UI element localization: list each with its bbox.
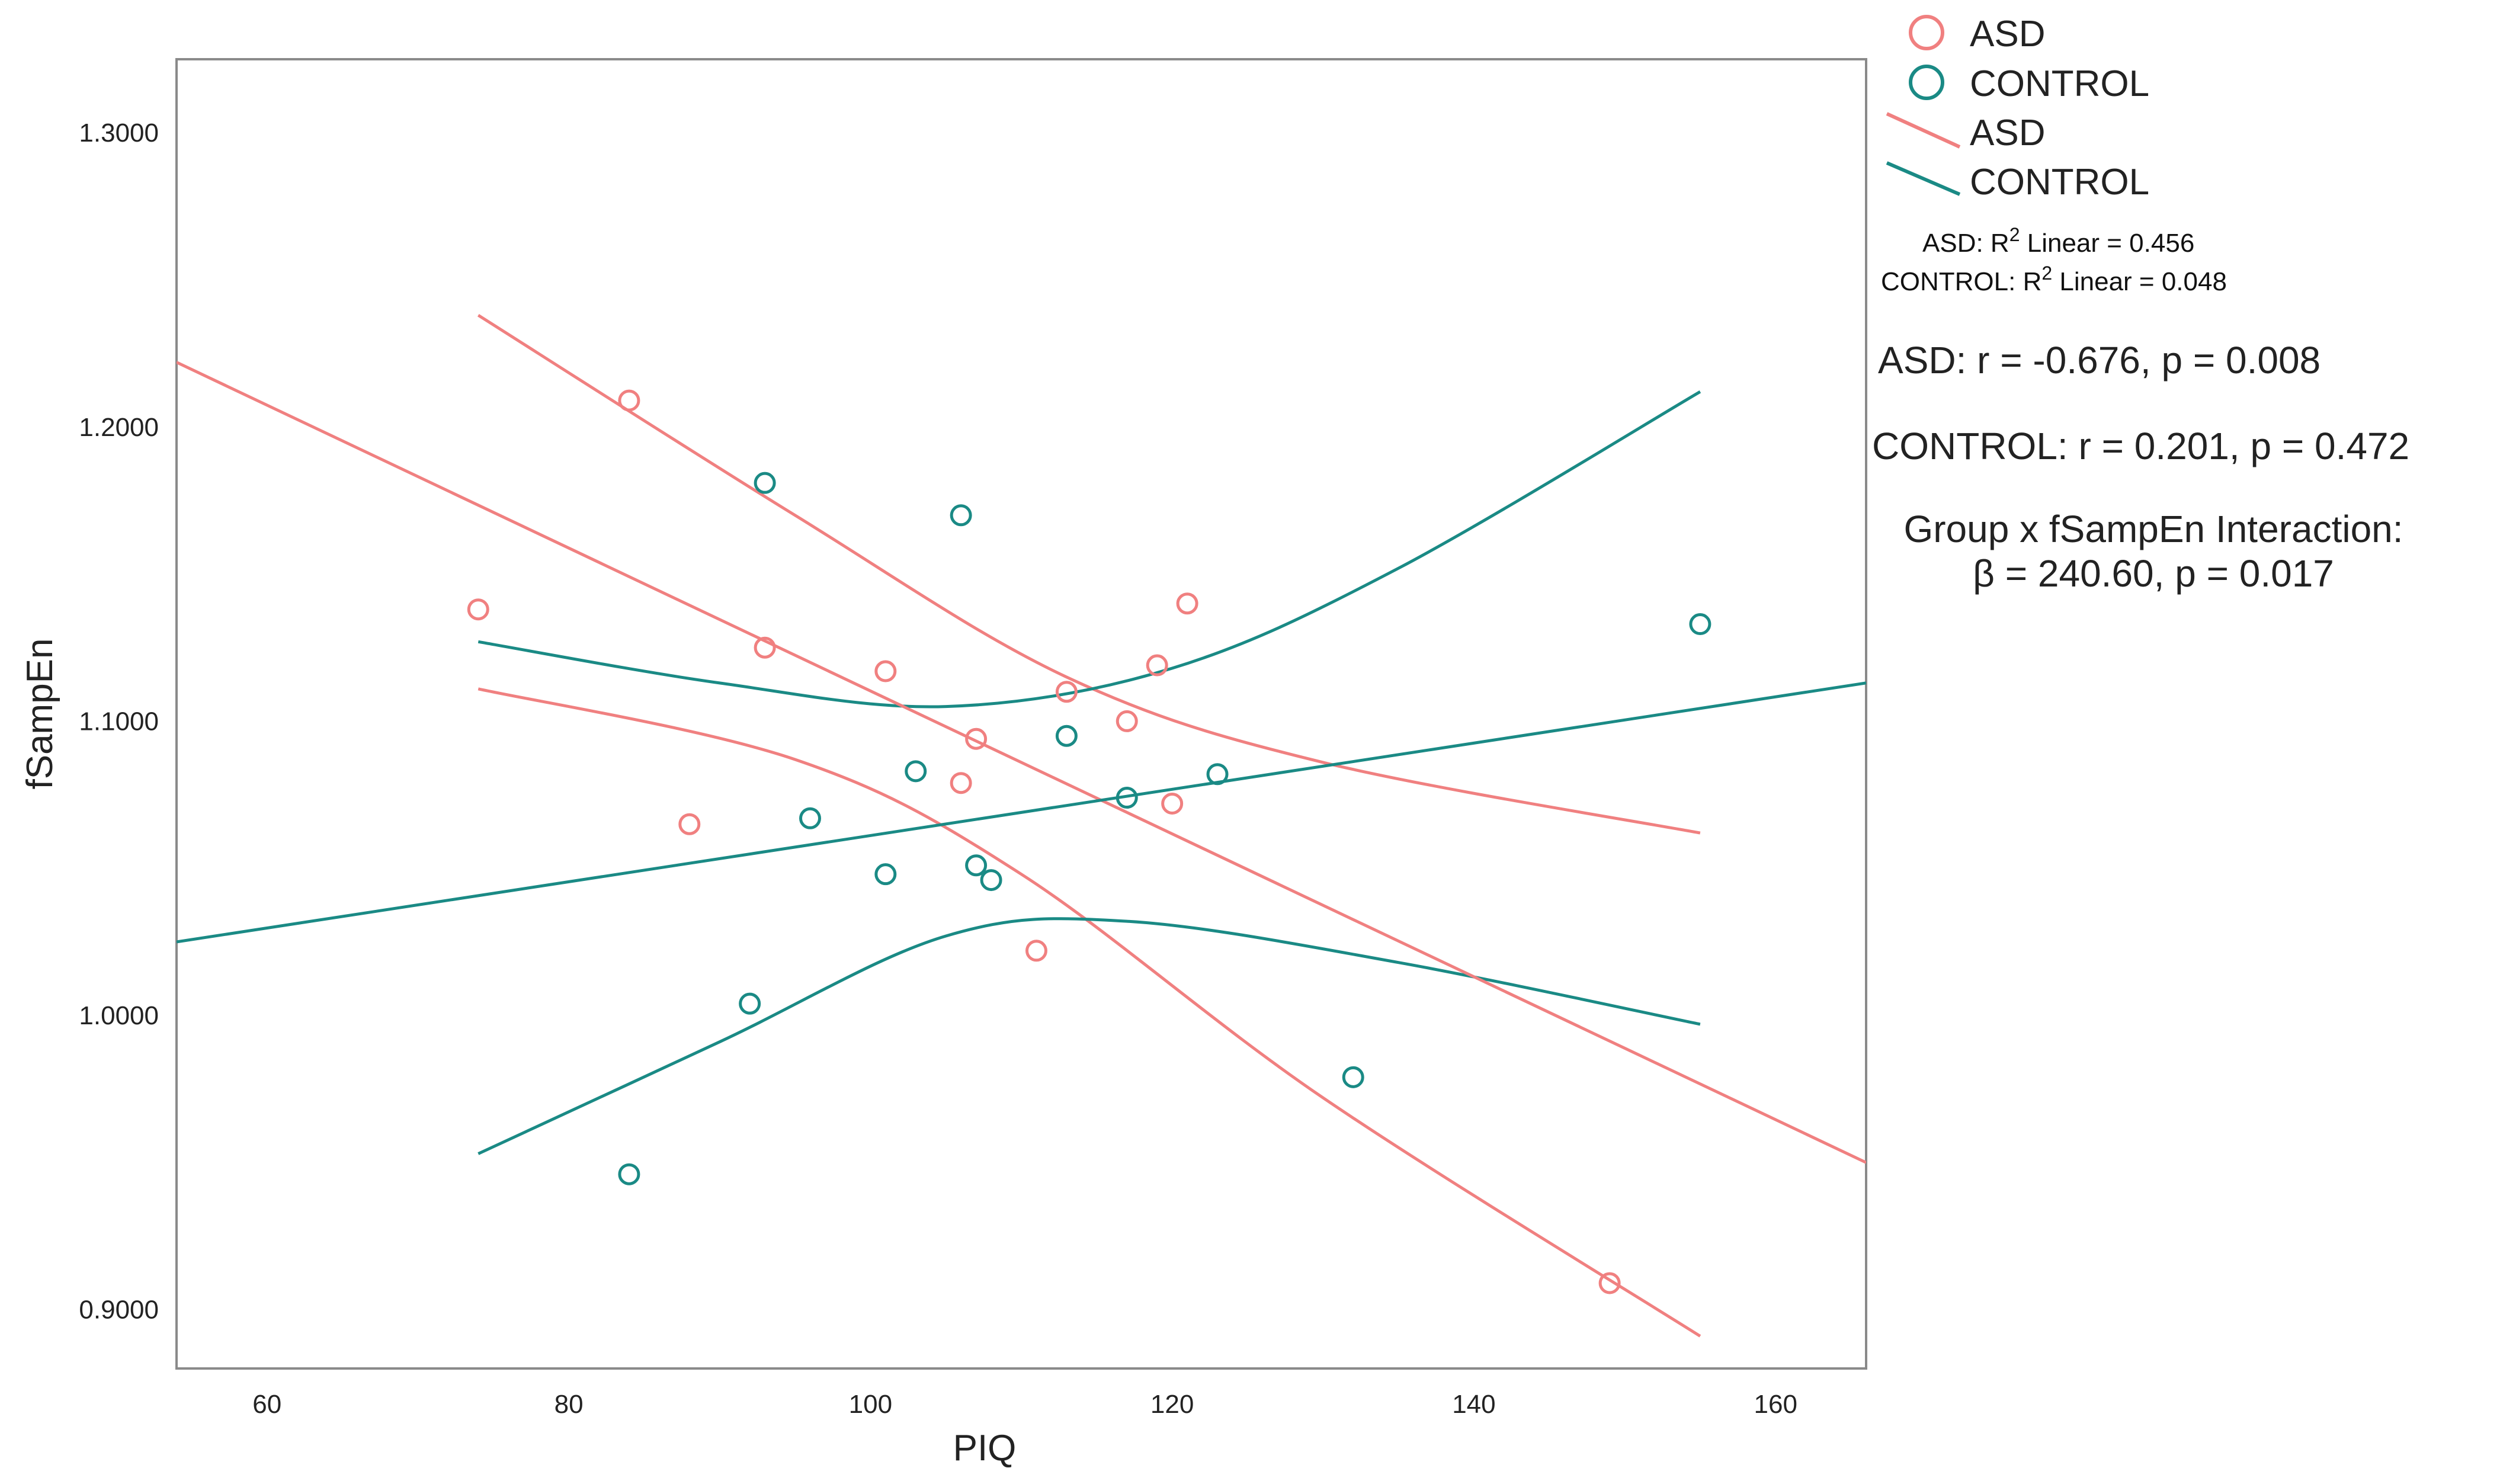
confidence-bands [477, 313, 1701, 1338]
asd-ci-upper [477, 313, 1701, 835]
interaction-beta: β = 240.60, p = 0.017 [1973, 552, 2334, 595]
asd-data-point [678, 813, 701, 835]
control-data-point [874, 863, 897, 886]
control-data-point [1116, 787, 1138, 809]
r2-control-prefix: CONTROL: R [1881, 267, 2041, 296]
asd-data-point [754, 636, 776, 659]
control-data-point [905, 760, 927, 783]
x-tick-label: 160 [1754, 1390, 1797, 1419]
control-ci-upper [477, 390, 1701, 709]
control-data-point [1055, 725, 1078, 747]
asd-data-point [1055, 681, 1078, 703]
y-tick-label: 1.1000 [79, 707, 159, 736]
control-data-point [1689, 613, 1711, 636]
r2-asd-value: Linear = 0.456 [2020, 229, 2195, 258]
r2-control-superscript: 2 [2041, 262, 2052, 284]
y-tick-label: 1.3000 [79, 118, 159, 148]
r2-asd-annotation: ASD: R2 Linear = 0.456 [1922, 224, 2194, 258]
asd-data-point [618, 389, 640, 412]
control-data-point [618, 1163, 640, 1185]
r2-control-value: Linear = 0.048 [2052, 267, 2227, 296]
y-tick-label: 1.0000 [79, 1001, 159, 1030]
control-data-point [950, 504, 972, 527]
control-data-point [1206, 763, 1229, 786]
asd-data-point [1146, 654, 1168, 677]
asd-data-point [874, 660, 897, 682]
x-axis-title: PIQ [953, 1428, 1017, 1469]
r2-asd-prefix: ASD: R [1922, 229, 2009, 258]
asd-fit-line [177, 361, 1866, 1164]
legend-marker-control-label: CONTROL [1970, 63, 2149, 104]
x-tick-label: 80 [555, 1390, 584, 1419]
control-data-point [754, 472, 776, 494]
control-fit-line [177, 681, 1866, 944]
control-data-point [1342, 1066, 1364, 1088]
x-tick-label: 100 [849, 1390, 892, 1419]
asd-data-point [1116, 710, 1138, 732]
x-axis-ticks: 60 80 100 120 140 160 [252, 1390, 1797, 1419]
legend: ASD CONTROL ASD CONTROL [1886, 14, 2149, 203]
legend-marker-asd [1909, 15, 1944, 50]
legend-line-asd [1886, 112, 1961, 149]
plot-area [175, 58, 1867, 1370]
asd-ci-lower [477, 687, 1701, 1338]
asd-data-point [950, 772, 972, 794]
x-tick-label: 60 [252, 1390, 281, 1419]
r2-control-annotation: CONTROL: R2 Linear = 0.048 [1881, 262, 2227, 296]
y-axis-title: fSampEn [20, 638, 60, 789]
y-axis-ticks: 0.9000 1.0000 1.1000 1.2000 1.3000 [79, 118, 159, 1325]
control-data-point [799, 807, 821, 829]
control-data-point [965, 854, 988, 877]
y-tick-label: 0.9000 [79, 1296, 159, 1325]
legend-line-control-label: CONTROL [1970, 162, 2149, 203]
data-points [467, 389, 1711, 1294]
legend-marker-asd-label: ASD [1970, 14, 2045, 55]
asd-data-point [1598, 1272, 1621, 1294]
control-ci-lower [477, 917, 1701, 1155]
asd-data-point [1176, 592, 1198, 615]
legend-line-asd-label: ASD [1970, 113, 2045, 153]
control-correlation-stat: CONTROL: r = 0.201, p = 0.472 [1872, 425, 2409, 467]
x-tick-label: 140 [1452, 1390, 1495, 1419]
legend-line-control [1886, 161, 1961, 196]
asd-data-point [965, 727, 988, 750]
asd-data-point [1025, 940, 1047, 962]
r2-asd-superscript: 2 [2009, 224, 2020, 245]
y-tick-label: 1.2000 [79, 413, 159, 442]
asd-data-point [1161, 792, 1184, 815]
x-tick-label: 120 [1150, 1390, 1194, 1419]
legend-marker-control [1909, 65, 1944, 100]
fit-lines [177, 361, 1866, 1164]
interaction-title: Group x fSampEn Interaction: [1903, 508, 2403, 550]
asd-correlation-stat: ASD: r = -0.676, p = 0.008 [1878, 339, 2320, 382]
control-data-point [980, 869, 1002, 892]
asd-data-point [467, 598, 489, 621]
control-data-point [739, 992, 761, 1015]
